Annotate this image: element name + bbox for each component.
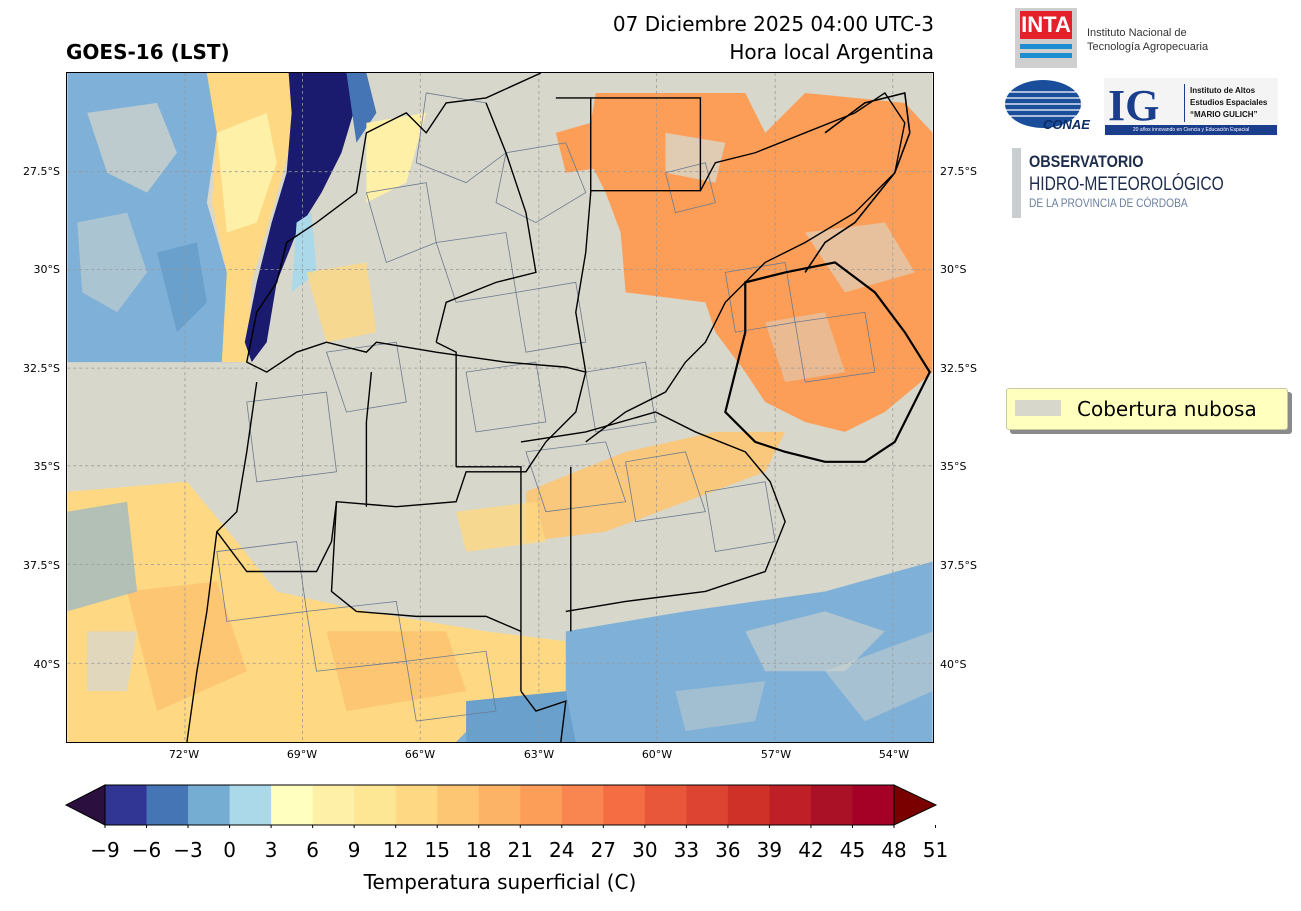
ig-logo: IG Instituto de Altos Estudios Espaciale… — [1104, 78, 1278, 136]
colorbar-tick-label: 51 — [922, 838, 949, 862]
colorbar-segment — [727, 785, 770, 825]
lon-tick: 69°W — [286, 748, 318, 761]
lat-tick-right: 32.5°S — [940, 362, 977, 375]
colorbar-tick-label: 6 — [306, 838, 319, 862]
colorbar-tick-label: 21 — [507, 838, 533, 862]
ig-name-line1: Instituto de Altos — [1190, 86, 1256, 95]
colorbar-under-extend — [64, 784, 106, 826]
lat-tick-right: 35°S — [940, 460, 967, 473]
lat-tick-right: 27.5°S — [940, 165, 977, 178]
colorbar-tick-label: 36 — [715, 838, 741, 862]
colorbar-segment — [520, 785, 563, 825]
colorbar-segment — [312, 785, 355, 825]
graticule — [67, 73, 933, 742]
colorbar-tick-label: 15 — [424, 838, 450, 862]
colorbar-segment — [437, 785, 480, 825]
northeast-warm-region — [585, 92, 933, 432]
lat-tick-left: 35°S — [33, 460, 60, 473]
inta-logo: INTA — [1015, 8, 1077, 68]
colorbar-tick-label: 42 — [798, 838, 824, 862]
colorbar-tick-label: 48 — [881, 838, 907, 862]
department-boundaries — [216, 92, 876, 722]
colorbar-segment — [146, 785, 189, 825]
cloud-cover-swatch — [1015, 400, 1061, 416]
colorbar-segment — [271, 785, 314, 825]
lat-tick-right: 40°S — [940, 658, 967, 671]
colorbar-tick-label: 30 — [632, 838, 658, 862]
lat-tick-right: 30°S — [940, 263, 967, 276]
colorbar-segment — [188, 785, 231, 825]
colorbar-segment — [810, 785, 853, 825]
observatorio-line3: DE LA PROVINCIA DE CÓRDOBA — [1029, 196, 1188, 210]
lat-tick-left: 37.5°S — [23, 559, 60, 572]
colorbar-tick-label: 3 — [264, 838, 278, 862]
colorbar-tick-label: 0 — [223, 838, 236, 862]
ig-name-line3: “MARIO GULICH” — [1190, 110, 1258, 119]
atlantic-cold-region — [456, 561, 933, 742]
lat-tick-right: 37.5°S — [940, 559, 977, 572]
colorbar-tick-label: 45 — [839, 838, 866, 862]
colorbar-tick-label: 24 — [549, 838, 575, 862]
conae-logo — [1005, 80, 1081, 128]
colorbar-tick-label: −3 — [173, 838, 203, 862]
lst-map — [66, 72, 934, 743]
colorbar-tick-label: 18 — [466, 838, 492, 862]
date-label: 07 Diciembre 2025 04:00 UTC-3 — [612, 12, 934, 36]
lat-tick-left: 30°S — [33, 263, 60, 276]
colorbar-label: Temperatura superficial (C) — [363, 870, 637, 894]
lon-tick: 57°W — [760, 748, 792, 761]
map-title: GOES-16 (LST) — [66, 40, 230, 64]
colorbar-segment — [354, 785, 397, 825]
colorbar-segment — [478, 785, 521, 825]
colorbar-over-extend — [893, 784, 938, 826]
legend: Cobertura nubosa — [1006, 388, 1288, 430]
province-boundaries — [186, 73, 906, 742]
buenos-aires-warm-band — [525, 431, 786, 542]
colorbar-segment — [395, 785, 438, 825]
colorbar-segment — [686, 785, 729, 825]
lon-tick: 60°W — [641, 748, 673, 761]
colorbar-segment — [105, 785, 148, 825]
ig-logo-mark: IG — [1108, 81, 1160, 130]
lon-tick: 54°W — [878, 748, 910, 761]
colorbar-tick-label: 33 — [673, 838, 700, 862]
colorbar — [64, 784, 938, 828]
lat-tick-left: 27.5°S — [23, 165, 60, 178]
colorbar-segment — [561, 785, 604, 825]
brazil-border — [804, 91, 911, 273]
inta-name-line1: Instituto Nacional de — [1087, 27, 1187, 39]
conae-label: CONAE — [1043, 117, 1090, 132]
colorbar-tick-label: 27 — [590, 838, 617, 862]
colorbar-tick-label: 39 — [756, 838, 783, 862]
colorbar-segment — [852, 785, 895, 825]
observatorio-line1: OBSERVATORIO — [1029, 152, 1144, 171]
inta-logo-mark: INTA — [1020, 11, 1072, 39]
colorbar-segment — [769, 785, 812, 825]
uruguay-border — [724, 261, 931, 463]
observatorio-line2: HIDRO-METEOROLÓGICO — [1029, 174, 1224, 195]
inta-name-line2: Tecnología Agropecuaria — [1087, 41, 1209, 53]
ig-name-line2: Estudios Espaciales — [1190, 98, 1268, 107]
ig-tagline: 20 años innovando en Ciencia y Educación… — [1105, 125, 1277, 135]
observatorio-logo: OBSERVATORIO HIDRO-METEOROLÓGICO DE LA P… — [1012, 148, 1252, 218]
colorbar-segment — [229, 785, 272, 825]
lon-tick: 72°W — [168, 748, 200, 761]
colorbar-tick-label: 12 — [382, 838, 409, 862]
colorbar-tick-label: −6 — [131, 838, 162, 862]
lat-tick-left: 40°S — [33, 658, 60, 671]
colorbar-tick-label: −9 — [90, 838, 120, 862]
colorbar-tick-label: 9 — [347, 838, 361, 862]
lon-tick: 63°W — [523, 748, 555, 761]
andes-cold-strip — [244, 73, 357, 363]
timezone-label: Hora local Argentina — [729, 40, 934, 64]
legend-label: Cobertura nubosa — [1077, 397, 1257, 421]
lon-tick: 66°W — [404, 748, 436, 761]
colorbar-segment — [603, 785, 646, 825]
colorbar-frame — [104, 784, 895, 826]
lat-tick-left: 32.5°S — [23, 362, 60, 375]
colorbar-segment — [644, 785, 687, 825]
